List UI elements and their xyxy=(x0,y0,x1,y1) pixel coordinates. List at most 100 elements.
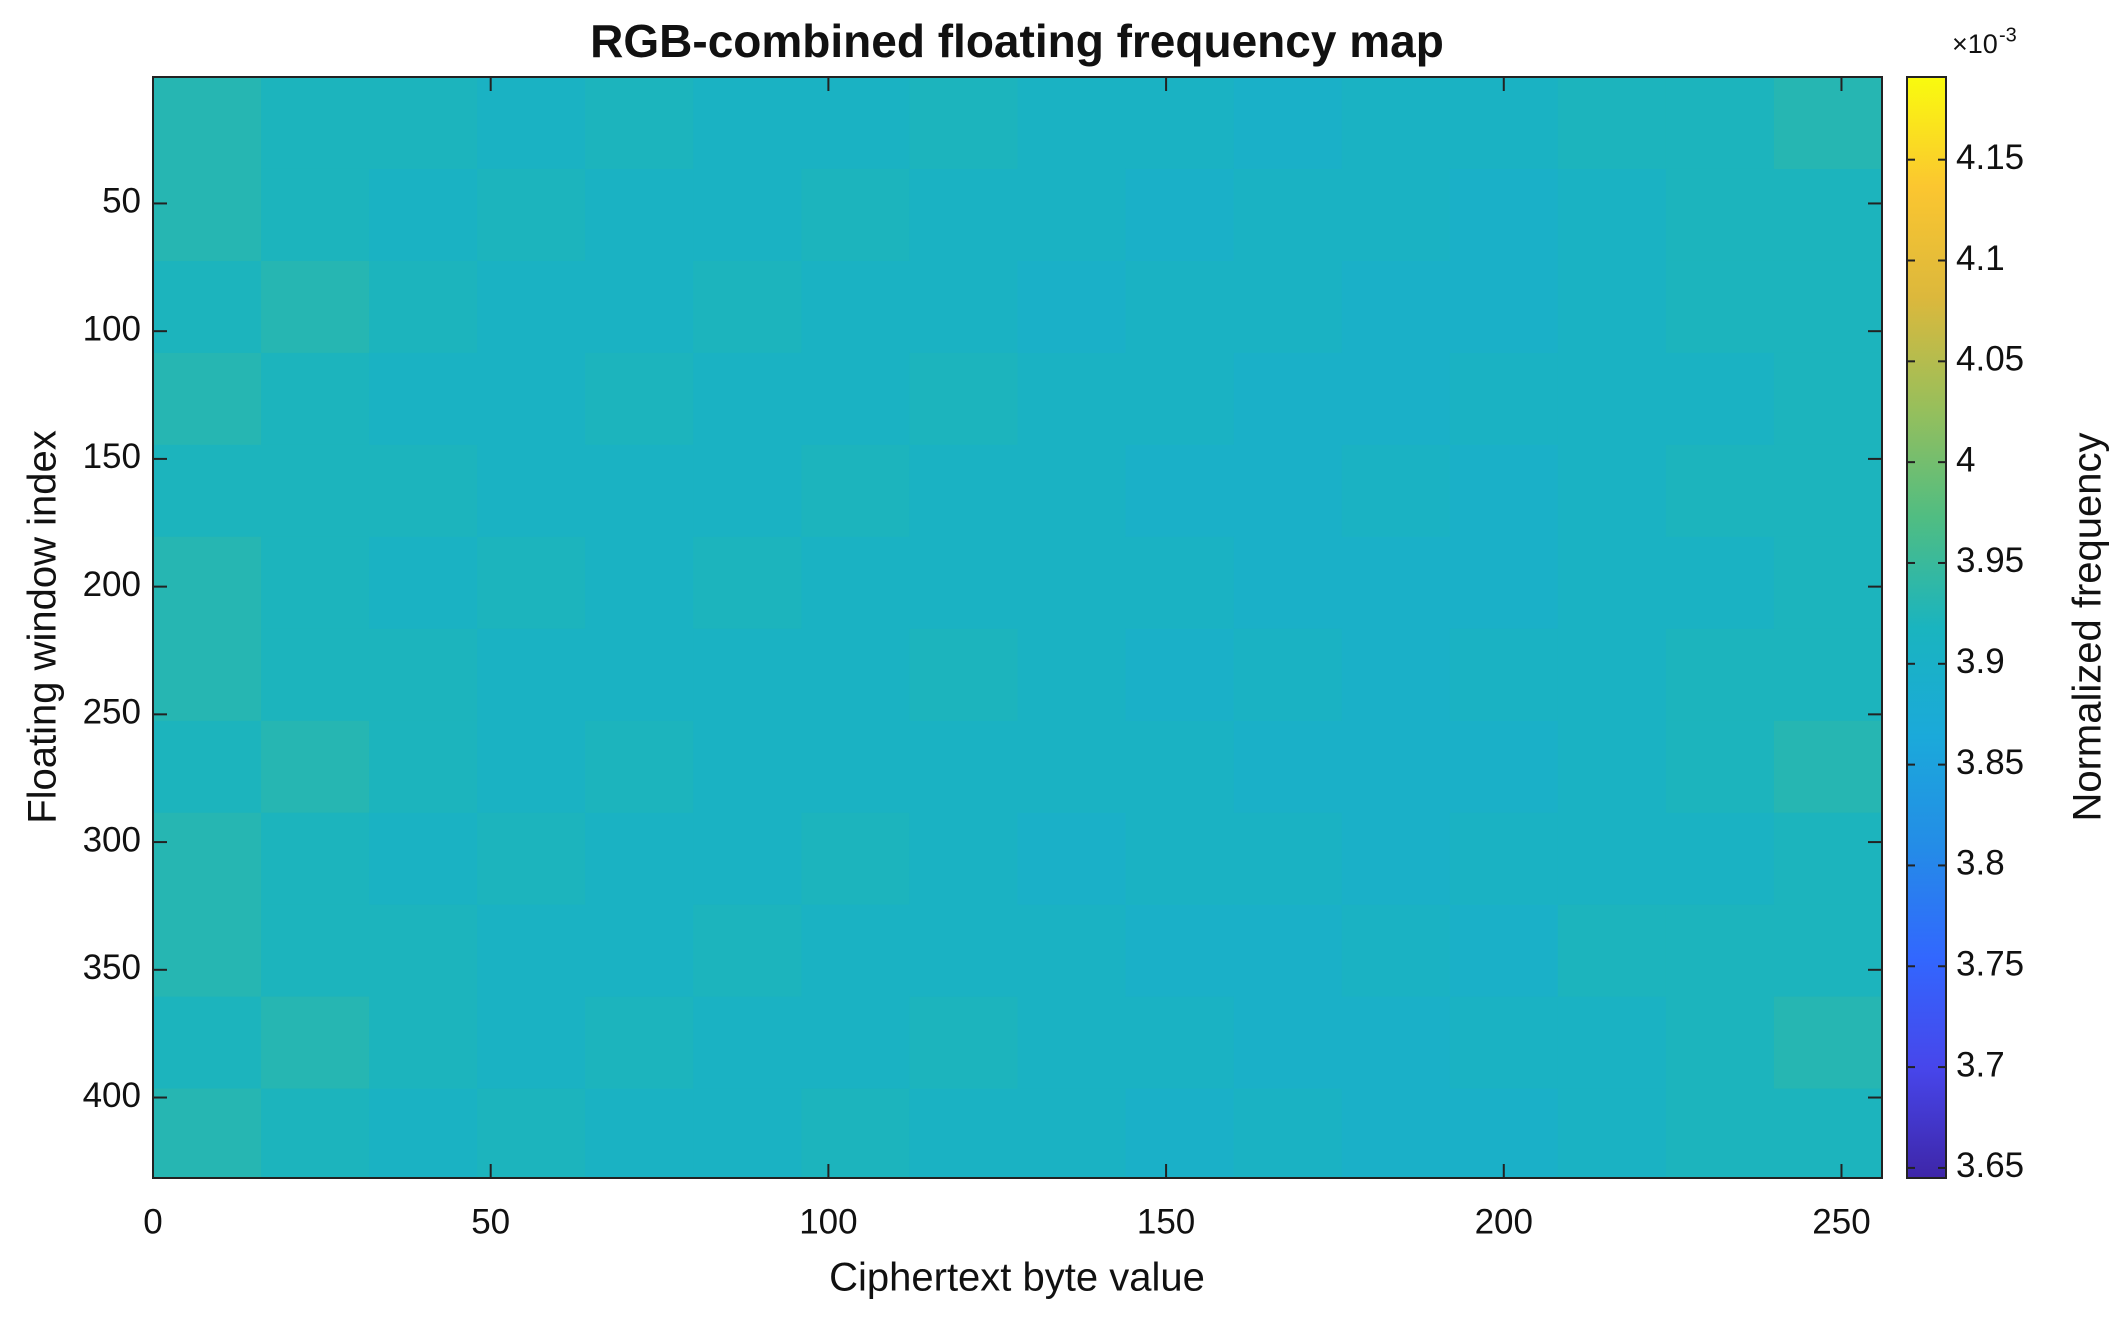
heatmap-cell xyxy=(1665,1088,1775,1179)
heatmap-cell xyxy=(585,168,694,262)
y-tick-label: 300 xyxy=(83,820,141,859)
heatmap-cell xyxy=(1665,996,1775,1090)
heatmap-cell xyxy=(585,720,694,814)
heatmap-cell xyxy=(1341,628,1451,722)
colorbar-tick-label: 3.9 xyxy=(1956,642,2005,681)
heatmap-cell xyxy=(801,536,910,630)
heatmap-cell xyxy=(909,1088,1018,1179)
heatmap-cell xyxy=(693,260,802,354)
heatmap-cell xyxy=(1449,720,1559,814)
heatmap-cell xyxy=(477,260,586,354)
heatmap-cell xyxy=(1125,1088,1235,1179)
x-tick-label: 50 xyxy=(471,1202,510,1241)
heatmap-cell xyxy=(1341,1088,1451,1179)
heatmap-cell xyxy=(801,77,910,170)
heatmap-cell xyxy=(1773,996,1883,1090)
colorbar-tick-label: 4.1 xyxy=(1956,239,2005,278)
heatmap-cell xyxy=(1233,996,1343,1090)
heatmap-cell xyxy=(1665,260,1775,354)
heatmap-cell xyxy=(1017,812,1127,906)
heatmap-cell xyxy=(585,352,694,446)
heatmap-cell xyxy=(1449,996,1559,1090)
heatmap-cell xyxy=(369,1088,478,1179)
heatmap-cell xyxy=(693,168,802,262)
heatmap-cell xyxy=(477,720,586,814)
heatmap-cell xyxy=(585,536,694,630)
heatmap-cell xyxy=(1017,444,1127,538)
heatmap-cell xyxy=(1665,904,1775,998)
heatmap-cell xyxy=(1449,1088,1559,1179)
heatmap-cell xyxy=(1233,720,1343,814)
heatmap-cell xyxy=(153,628,262,722)
heatmap-cell xyxy=(1557,260,1667,354)
heatmap-cell xyxy=(369,260,478,354)
heatmap-cell xyxy=(1233,904,1343,998)
heatmap-cell xyxy=(1233,628,1343,722)
heatmap-cell xyxy=(477,904,586,998)
heatmap-cell xyxy=(1557,168,1667,262)
heatmap-cell xyxy=(909,444,1018,538)
heatmap-cell xyxy=(585,812,694,906)
heatmap-cell xyxy=(909,536,1018,630)
heatmap-cell xyxy=(261,812,370,906)
heatmap-cell xyxy=(801,812,910,906)
heatmap-cell xyxy=(477,996,586,1090)
heatmap-cell xyxy=(1233,444,1343,538)
colorbar-tick-label: 4.15 xyxy=(1956,138,2024,177)
heatmap-cell xyxy=(1557,996,1667,1090)
heatmap-cell xyxy=(909,720,1018,814)
heatmap-cell xyxy=(1773,720,1883,814)
heatmap-cell xyxy=(369,812,478,906)
heatmap-cell xyxy=(801,720,910,814)
heatmap-cell xyxy=(909,904,1018,998)
heatmap-cell xyxy=(693,812,802,906)
heatmap-cell xyxy=(153,904,262,998)
heatmap-cell xyxy=(261,260,370,354)
heatmap-cell xyxy=(693,536,802,630)
heatmap-cell xyxy=(1233,1088,1343,1179)
heatmap-cell xyxy=(1665,720,1775,814)
heatmap-cell xyxy=(1557,904,1667,998)
heatmap-cell xyxy=(477,168,586,262)
heatmap-cell xyxy=(1017,1088,1127,1179)
heatmap-cell xyxy=(1665,168,1775,262)
heatmap-cell xyxy=(369,536,478,630)
y-tick-label: 250 xyxy=(83,693,141,732)
heatmap-cell xyxy=(585,77,694,170)
heatmap-cell xyxy=(1557,352,1667,446)
heatmap-cell xyxy=(477,536,586,630)
heatmap-cell xyxy=(1017,904,1127,998)
heatmap-cell xyxy=(1017,720,1127,814)
heatmap-cell xyxy=(585,1088,694,1179)
heatmap-cell xyxy=(1341,904,1451,998)
heatmap-cell xyxy=(693,996,802,1090)
heatmap-cell xyxy=(369,168,478,262)
heatmap-cell xyxy=(369,352,478,446)
heatmap-cell xyxy=(261,1088,370,1179)
heatmap-cell xyxy=(1665,77,1775,170)
heatmap-cell xyxy=(1341,536,1451,630)
heatmap-cell xyxy=(1341,352,1451,446)
heatmap-cell xyxy=(1341,168,1451,262)
heatmap-cell xyxy=(1449,260,1559,354)
heatmap-cell xyxy=(1017,260,1127,354)
heatmap-cell xyxy=(1125,904,1235,998)
y-tick-label: 50 xyxy=(102,182,141,221)
heatmap-cell xyxy=(1665,352,1775,446)
heatmap-cell xyxy=(1233,260,1343,354)
heatmap-cell xyxy=(1773,260,1883,354)
colorbar-tick-label: 3.65 xyxy=(1956,1146,2024,1185)
heatmap-cell xyxy=(1557,444,1667,538)
heatmap-cell xyxy=(801,628,910,722)
heatmap-cell xyxy=(1665,444,1775,538)
heatmap-cell xyxy=(369,628,478,722)
heatmap-cell xyxy=(1665,628,1775,722)
heatmap-cell xyxy=(801,352,910,446)
heatmap-cell xyxy=(693,628,802,722)
heatmap-cell xyxy=(1773,444,1883,538)
heatmap-cell xyxy=(369,77,478,170)
heatmap-cell xyxy=(1233,168,1343,262)
heatmap-cell xyxy=(1125,812,1235,906)
heatmap-cell xyxy=(1773,168,1883,262)
heatmap-cell xyxy=(585,260,694,354)
